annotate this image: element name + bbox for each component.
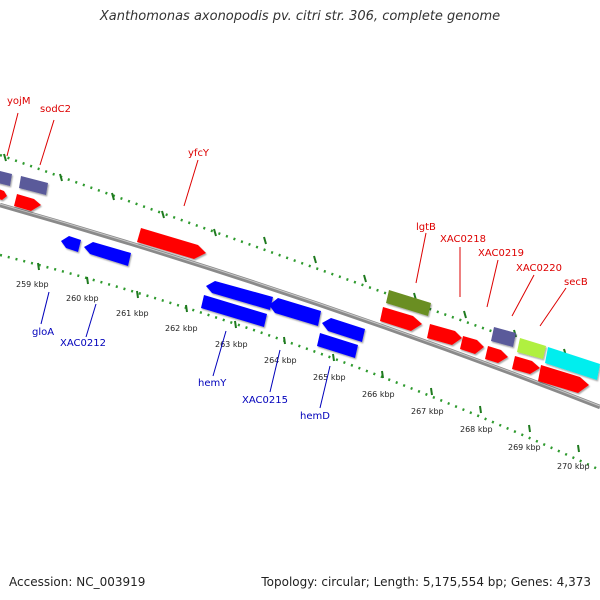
scale-label: 265 kbp [313,373,346,382]
gene-arrow[interactable] [317,333,358,358]
gene-label-sodC2[interactable]: sodC2 [40,104,71,115]
genome-backbone [0,202,600,410]
genome-summary: Topology: circular; Length: 5,175,554 bp… [261,575,591,589]
scale-label: 267 kbp [411,407,444,416]
gene-arrow[interactable] [545,347,600,380]
reverse-genes [61,236,365,358]
gene-label-hemD[interactable]: hemD [300,411,330,422]
scale-label: 266 kbp [362,390,395,399]
inner-major-ticks [37,262,580,453]
gene-label-gloA[interactable]: gloA [32,327,54,338]
scale-label: 269 kbp [508,443,541,452]
map-title: Xanthomonas axonopodis pv. citri str. 30… [99,9,501,24]
inner-tick-track [0,253,600,472]
forward-gene-labels: yojM sodC2 yfcY lgtB XAC0218 XAC0219 XAC… [6,96,588,327]
gene-label-secB[interactable]: secB [564,277,588,288]
gene-arrow[interactable] [0,188,7,200]
gene-arrow[interactable] [512,356,540,374]
gene-arrow[interactable] [386,290,431,316]
gene-arrow[interactable] [460,336,484,354]
gene-label-yojM[interactable]: yojM [7,96,30,107]
gene-arrow[interactable] [84,242,131,266]
gene-arrow[interactable] [269,298,321,326]
gene-label-yfcY[interactable]: yfcY [188,148,210,159]
accession-label: Accession: NC_003919 [9,575,146,589]
gene-arrow[interactable] [201,295,267,327]
gene-arrow[interactable] [137,228,206,259]
gene-label-hemY[interactable]: hemY [198,378,227,389]
scale-label: 270 kbp [557,462,590,471]
gene-label-XAC0219[interactable]: XAC0219 [478,248,524,259]
scale-label: 261 kbp [116,309,149,318]
gene-arrow[interactable] [19,176,48,195]
scale-label: 268 kbp [460,425,493,434]
gene-arrow[interactable] [14,194,41,211]
gene-label-XAC0218[interactable]: XAC0218 [440,234,486,245]
gene-arrow[interactable] [61,236,81,252]
gene-arrow[interactable] [485,346,508,363]
gene-arrow[interactable] [206,281,273,310]
forward-genes [0,170,600,393]
gene-arrow[interactable] [491,327,516,347]
gene-label-XAC0212[interactable]: XAC0212 [60,338,106,349]
gene-arrow[interactable] [538,365,589,393]
gene-label-XAC0220[interactable]: XAC0220 [516,263,562,274]
gene-arrow[interactable] [0,170,12,186]
scale-label: 260 kbp [66,294,99,303]
gene-arrow[interactable] [322,318,365,342]
gene-arrow[interactable] [517,338,546,359]
gene-arrow[interactable] [380,307,422,331]
scale-labels: 259 kbp 260 kbp 261 kbp 262 kbp 263 kbp … [16,280,590,471]
gene-label-XAC0215[interactable]: XAC0215 [242,395,288,406]
scale-label: 259 kbp [16,280,49,289]
scale-label: 262 kbp [165,324,198,333]
gene-arrow[interactable] [427,324,462,345]
reverse-gene-labels: gloA XAC0212 hemY XAC0215 hemD [32,291,331,422]
gene-label-lgtB[interactable]: lgtB [416,222,436,233]
scale-label: 263 kbp [215,340,248,349]
scale-label: 264 kbp [264,356,297,365]
